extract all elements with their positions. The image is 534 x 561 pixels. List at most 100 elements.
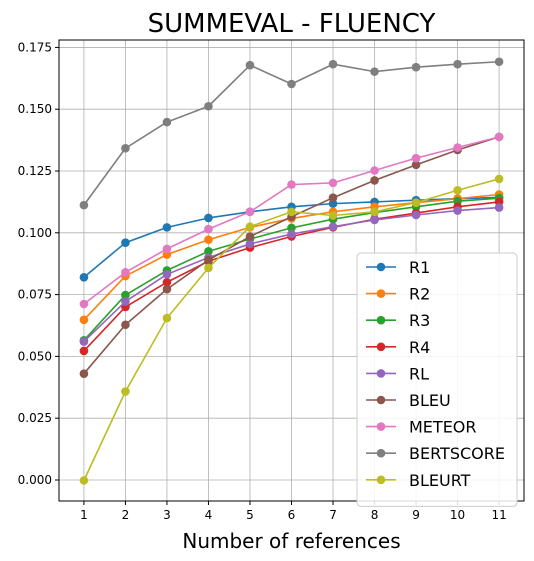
data-point-r1 xyxy=(162,223,172,232)
x-tick-label: 7 xyxy=(329,508,337,522)
legend: R1 R2 R3 R4 RL BLEU METEOR BERTSCORE BLEURT xyxy=(356,252,518,507)
data-point-bleu xyxy=(370,176,379,185)
data-point-bleurt xyxy=(245,222,255,231)
data-point-bertscore xyxy=(494,57,504,67)
data-point-bleurt xyxy=(328,211,338,220)
data-point-bleurt xyxy=(287,207,296,217)
legend-item-r4: R4 xyxy=(366,338,430,357)
legend-item-meteor: METEOR xyxy=(366,418,477,437)
data-point-rl xyxy=(162,270,172,279)
data-point-meteor xyxy=(494,132,504,142)
data-point-bleurt xyxy=(370,207,379,217)
data-point-r2 xyxy=(79,315,89,325)
legend-box xyxy=(356,252,518,507)
data-point-bertscore xyxy=(204,101,213,111)
data-point-rl xyxy=(79,337,89,346)
legend-label-r1: R1 xyxy=(409,258,430,277)
legend-item-rl: RL xyxy=(366,364,429,383)
legend-marker-rl xyxy=(376,369,386,378)
data-point-meteor xyxy=(204,224,213,234)
data-point-bertscore xyxy=(411,62,421,72)
y-axis: 0.000 0.025 0.050 0.075 0.100 0.125 0.150 0.175 xyxy=(18,40,59,487)
data-point-meteor xyxy=(121,268,130,277)
data-point-bleu xyxy=(79,369,89,378)
data-point-bleu xyxy=(162,284,172,294)
data-point-rl xyxy=(328,222,338,231)
legend-marker-r4 xyxy=(376,342,386,352)
data-point-bertscore xyxy=(453,59,462,69)
y-tick-label: 0.075 xyxy=(18,288,52,302)
data-point-r4 xyxy=(162,277,172,287)
data-point-bertscore xyxy=(162,117,172,127)
chart-title: SUMMEVAL - FLUENCY xyxy=(148,9,436,39)
data-point-meteor xyxy=(411,153,421,163)
y-tick-label: 0.100 xyxy=(18,226,52,240)
data-point-bleu xyxy=(411,160,421,170)
data-point-bertscore xyxy=(245,60,255,70)
data-point-r1 xyxy=(328,199,338,208)
legend-item-bleurt: BLEURT xyxy=(366,471,471,490)
data-point-bertscore xyxy=(121,143,130,153)
data-point-bleu xyxy=(204,255,213,265)
data-point-rl xyxy=(494,203,504,212)
x-tick-label: 10 xyxy=(450,508,465,522)
x-tick-label: 6 xyxy=(288,508,296,522)
data-point-meteor xyxy=(453,143,462,152)
x-tick-label: 8 xyxy=(371,508,379,522)
legend-marker-bertscore xyxy=(376,448,386,458)
data-point-r3 xyxy=(204,247,213,256)
data-point-r1 xyxy=(79,272,89,282)
data-point-bertscore xyxy=(287,79,296,89)
data-point-bleurt xyxy=(494,174,504,184)
legend-label-r2: R2 xyxy=(409,285,430,304)
legend-label-r3: R3 xyxy=(409,311,430,330)
data-point-bleurt xyxy=(121,387,130,396)
data-point-meteor xyxy=(370,166,379,175)
data-point-bleu xyxy=(245,232,255,241)
data-point-bleurt xyxy=(162,313,172,323)
x-tick-label: 3 xyxy=(163,508,171,522)
y-tick-label: 0.050 xyxy=(18,349,52,363)
x-tick-label: 2 xyxy=(122,508,130,522)
legend-label-meteor: METEOR xyxy=(409,418,477,437)
data-point-r1 xyxy=(204,213,213,223)
x-tick-label: 9 xyxy=(412,508,420,522)
x-tick-label: 4 xyxy=(205,508,213,522)
y-tick-label: 0.175 xyxy=(18,40,52,54)
legend-label-bleu: BLEU xyxy=(409,391,451,410)
data-point-r3 xyxy=(287,223,296,233)
legend-item-r3: R3 xyxy=(366,311,430,330)
legend-marker-meteor xyxy=(376,422,386,431)
data-point-r2 xyxy=(204,235,213,245)
data-point-meteor xyxy=(162,244,172,254)
y-tick-label: 0.125 xyxy=(18,164,52,178)
legend-item-r1: R1 xyxy=(366,258,430,277)
y-tick-label: 0.025 xyxy=(18,411,52,425)
data-point-r4 xyxy=(79,346,89,356)
data-point-bertscore xyxy=(328,59,338,69)
legend-marker-bleurt xyxy=(376,475,386,485)
data-point-meteor xyxy=(287,180,296,189)
series-bleurt xyxy=(79,174,504,485)
legend-marker-bleu xyxy=(376,395,386,405)
data-point-bleurt xyxy=(411,198,421,207)
series-meteor xyxy=(79,132,504,309)
x-tick-label: 11 xyxy=(491,508,506,522)
legend-label-r4: R4 xyxy=(409,338,430,357)
y-tick-label: 0.000 xyxy=(18,473,52,487)
legend-item-bleu: BLEU xyxy=(366,391,451,410)
legend-item-r2: R2 xyxy=(366,285,430,304)
series-rl xyxy=(79,203,504,346)
x-axis: 1 2 3 4 5 6 7 8 9 10 11 xyxy=(80,501,507,522)
series-bertscore xyxy=(79,57,504,210)
data-point-bertscore xyxy=(370,67,379,76)
data-point-rl xyxy=(121,297,130,306)
data-point-bleurt xyxy=(204,263,213,273)
x-axis-label: Number of references xyxy=(182,529,400,553)
legend-label-bleurt: BLEURT xyxy=(409,471,471,490)
data-point-bleu xyxy=(328,193,338,203)
data-point-bertscore xyxy=(79,200,89,210)
data-point-meteor xyxy=(328,178,338,188)
y-tick-label: 0.150 xyxy=(18,102,52,116)
